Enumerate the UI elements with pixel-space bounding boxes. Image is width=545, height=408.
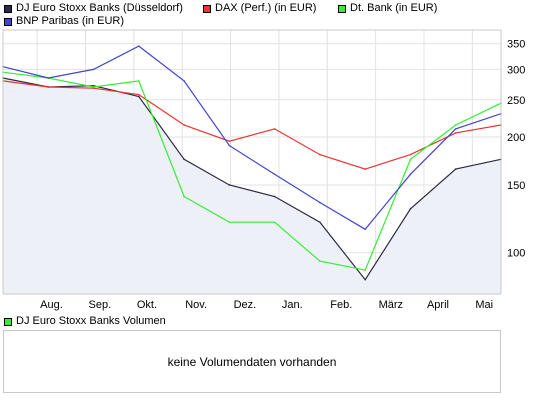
series-point [364,269,366,271]
series-point [183,124,185,126]
legend-swatch [4,17,12,26]
series-point [273,221,276,223]
series-point [364,278,366,281]
x-tick-label: Dez. [234,299,257,311]
series-point [92,86,95,88]
series-line-1 [2,80,502,170]
legend-swatch [338,4,346,13]
x-tick-label: Okt. [137,299,157,311]
series-point [409,173,412,176]
series-point [183,80,185,82]
series-point [409,153,412,156]
legend-item-dax: DAX (Perf.) (in EUR) [203,2,316,15]
series-point [228,144,231,147]
series-point [454,168,457,170]
series-line-3 [2,45,502,231]
series-point [364,228,366,231]
series-point [454,128,457,130]
series-point [319,153,321,156]
series-point [183,158,185,161]
series-point [138,93,140,96]
series-point [138,95,140,98]
series-point [409,208,412,210]
legend-swatch [4,4,12,13]
legend-item-dt-bank: Dt. Bank (in EUR) [338,2,437,15]
legend-swatch [4,317,12,326]
x-tick-label: Nov. [185,299,207,311]
series-area [3,78,501,294]
legend-label: DAX (Perf.) (in EUR) [215,2,317,14]
x-tick-label: April [427,299,449,311]
series-point [47,77,50,79]
series-line-2 [2,71,502,271]
volume-panel: keine Volumendaten vorhanden [3,330,501,393]
series-point [364,168,366,170]
series-point [228,184,231,186]
legend-label: DJ Euro Stoxx Banks Volumen [16,315,166,327]
legend-label: Dt. Bank (in EUR) [350,2,438,14]
y-tick-label: 200 [507,132,525,144]
series-point [183,195,185,198]
series-point [92,84,95,87]
series-point [454,132,457,134]
x-tick-label: Sep. [89,299,112,311]
x-tick-label: Feb. [330,299,352,311]
y-tick-label: 150 [507,180,525,192]
series-point [92,87,95,90]
legend: DJ Euro Stoxx Banks (Düsseldorf) DAX (Pe… [0,0,545,327]
series-point [409,158,412,161]
series-point [273,173,276,176]
series-point [47,86,50,88]
legend-item-euro-stoxx-banks: DJ Euro Stoxx Banks (Düsseldorf) [4,2,183,15]
series-point [138,80,140,82]
legend-label: BNP Paribas (in EUR) [16,15,124,27]
x-tick-label: Mai [475,299,493,311]
series-point [228,140,231,143]
y-tick-label: 350 [507,39,525,51]
series-point [273,195,276,198]
plot-frame [2,29,502,295]
series-point [319,201,321,204]
legend-item-volume: DJ Euro Stoxx Banks Volumen [4,315,166,328]
series-point [92,68,95,71]
series-point [454,124,457,126]
series-point [228,221,231,223]
series-point [138,45,140,47]
y-tick-label: 100 [507,248,525,260]
y-tick-label: 300 [507,64,525,76]
legend-item-bnp-paribas: BNP Paribas (in EUR) [4,15,124,28]
series-point [319,221,321,223]
series-point [273,128,276,130]
x-tick-label: März [379,299,403,311]
x-tick-label: Jan. [282,299,303,311]
x-tick-label: Aug. [40,299,63,311]
series-point [319,260,321,262]
y-tick-label: 250 [507,95,525,107]
volume-empty-message: keine Volumendaten vorhanden [167,354,337,369]
legend-label: DJ Euro Stoxx Banks (Düsseldorf) [16,2,183,14]
legend-swatch [203,4,211,13]
price-chart: 100 150 200 250 300 350 Aug. Sep. Okt. Nov. Dez. Ja… [2,29,525,311]
